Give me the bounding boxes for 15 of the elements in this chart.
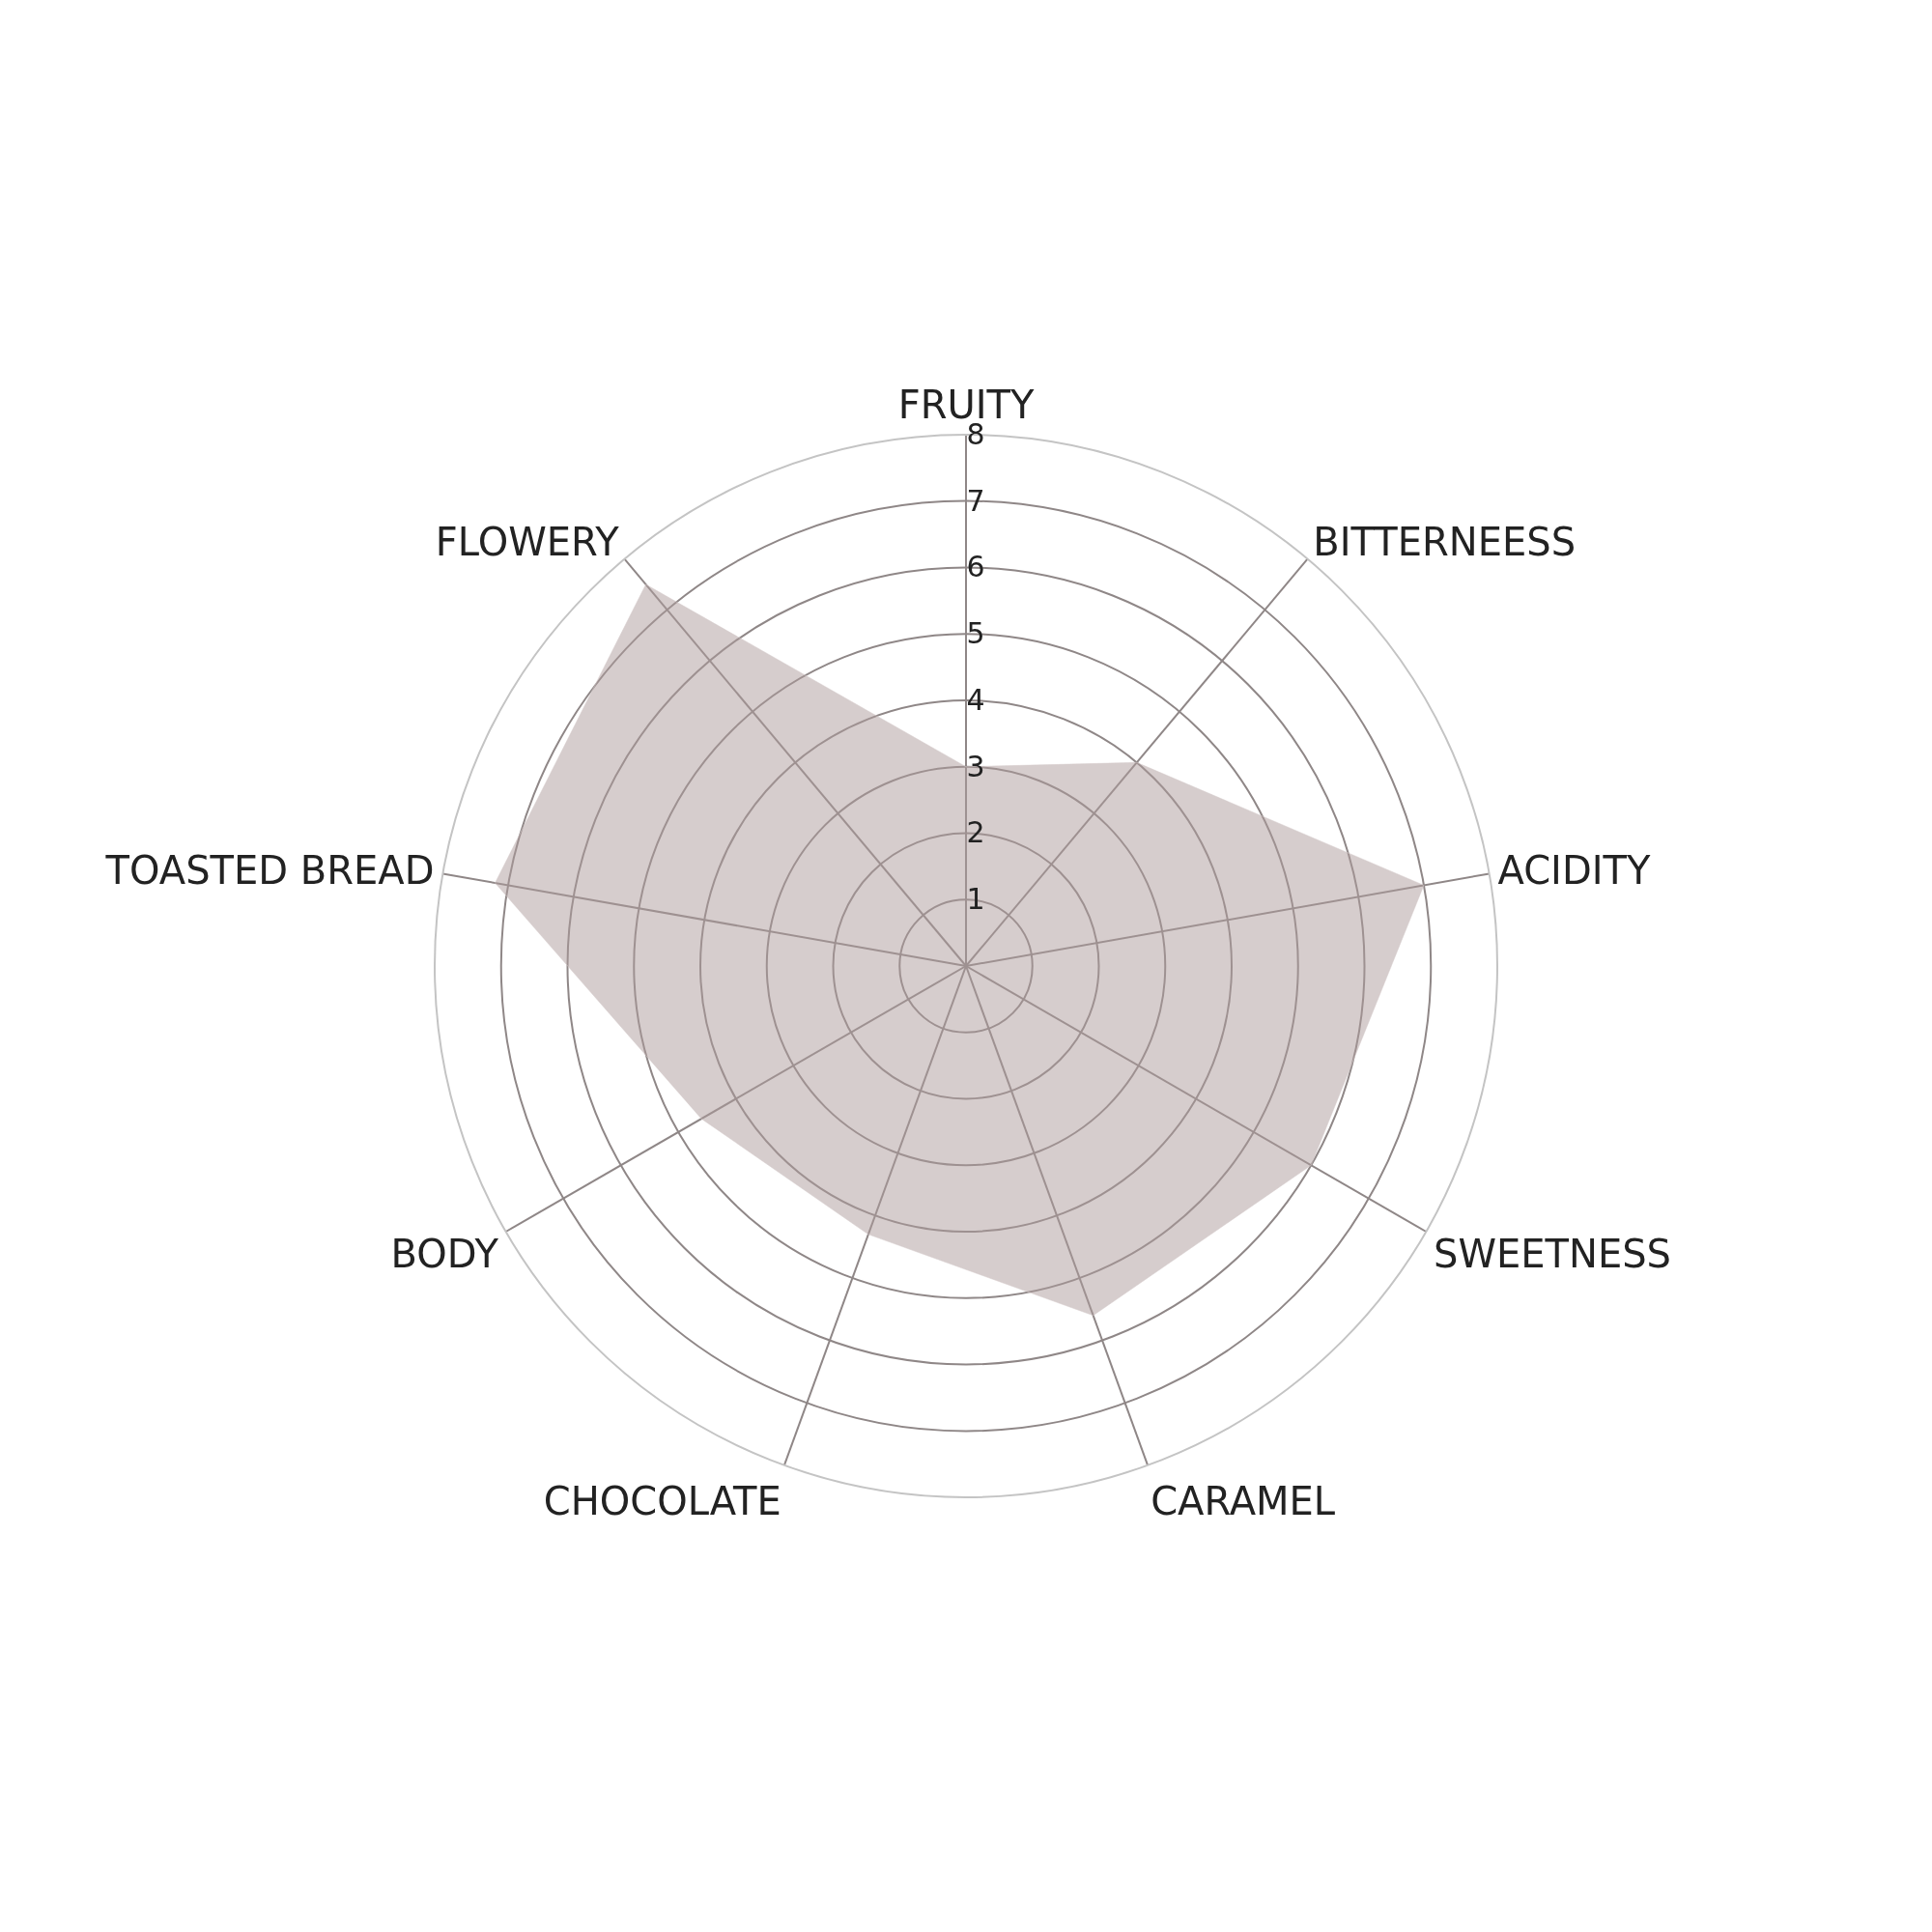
spoke-label: ACIDITY <box>1497 848 1651 894</box>
spoke-label: BODY <box>390 1231 499 1276</box>
y-tick-label: 1 <box>966 882 985 916</box>
spoke-label: TOASTED BREAD <box>104 848 435 894</box>
spoke-label: FLOWERY <box>435 519 620 564</box>
y-tick-label: 7 <box>966 483 985 518</box>
spoke-label: SWEETNESS <box>1434 1231 1672 1276</box>
y-tick-label: 2 <box>966 815 985 850</box>
spoke-label: CHOCOLATE <box>543 1478 781 1523</box>
spoke-label: CARAMEL <box>1151 1478 1336 1523</box>
spoke-label: BITTERNEESS <box>1313 519 1577 564</box>
y-tick-label: 6 <box>966 550 985 584</box>
y-tick-label: 3 <box>966 749 985 783</box>
y-tick-label: 5 <box>966 616 985 650</box>
y-tick-label: 4 <box>966 682 985 717</box>
